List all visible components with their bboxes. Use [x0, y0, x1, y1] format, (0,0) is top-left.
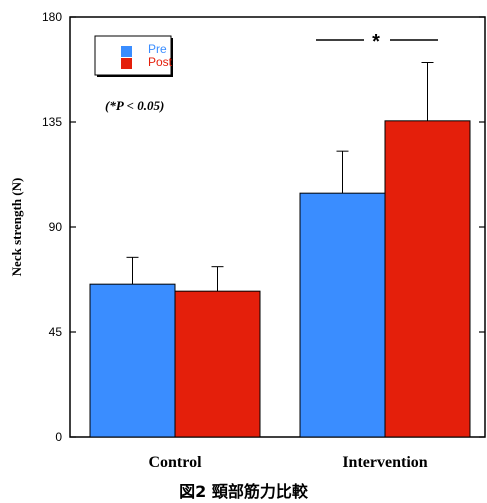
x-category-label: Intervention — [342, 454, 427, 471]
bar-post-control — [174, 290, 261, 438]
y-tick-label: 90 — [49, 220, 63, 234]
legend-label-post: Post — [148, 55, 173, 69]
figure-caption: 図2 頸部筋力比較 — [179, 482, 308, 501]
legend-label-pre: Pre — [148, 42, 167, 56]
y-tick-label: 180 — [42, 10, 62, 24]
significance-star: * — [372, 31, 380, 53]
y-tick-label: 0 — [55, 430, 62, 444]
bar-post-intervention — [384, 120, 471, 438]
x-category-label: Control — [148, 454, 202, 471]
error-bars — [126, 62, 434, 292]
significance-bracket: * — [316, 31, 438, 53]
legend-swatch-post — [121, 58, 132, 69]
y-tick-label: 45 — [49, 325, 63, 339]
legend-box — [94, 35, 172, 76]
x-category-labels: Control Intervention — [148, 454, 427, 471]
y-axis-label: Neck strength (N) — [9, 178, 24, 277]
bars — [89, 120, 471, 438]
legend: Pre Post — [94, 35, 173, 77]
bar-pre-control — [89, 283, 176, 438]
legend-swatch-pre — [121, 46, 132, 57]
significance-note: (*P < 0.05) — [105, 98, 164, 113]
y-ticks: 0 45 90 135 180 — [42, 10, 485, 444]
y-tick-label: 135 — [42, 115, 62, 129]
bar-pre-intervention — [299, 192, 386, 438]
chart: 0 45 90 135 180 Control Intervention Neck str… — [9, 10, 486, 471]
